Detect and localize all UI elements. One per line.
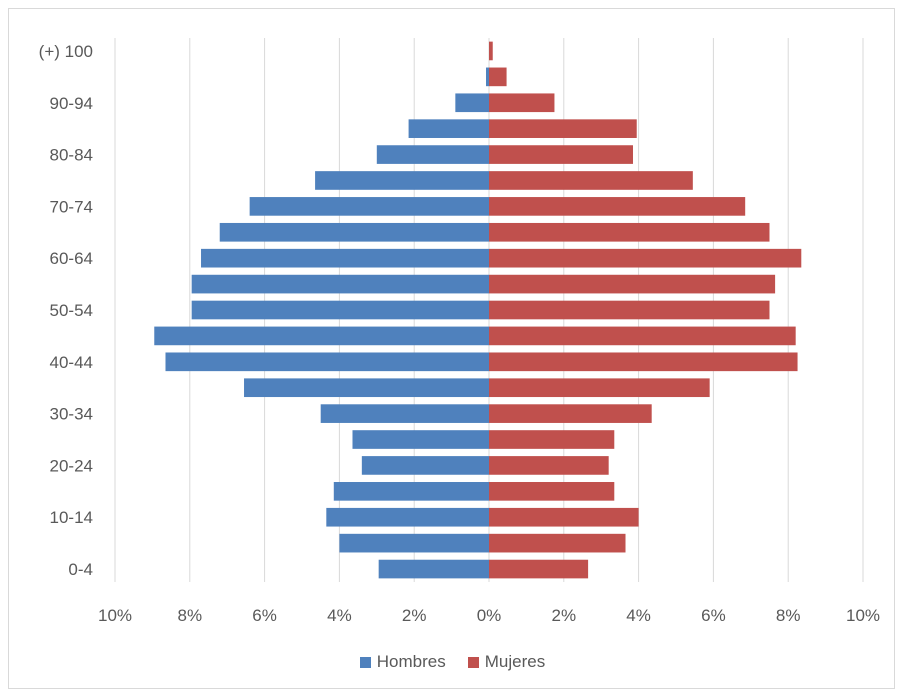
x-tick-label: 6%: [252, 606, 277, 625]
x-tick-label: 6%: [701, 606, 726, 625]
bar-hombres-55-59: [191, 274, 490, 294]
bar-hombres-10-14: [326, 507, 489, 527]
y-tick-labels: 0-4 10-14 20-24 30-34 40-44 50-54 60-64 70-74 80…: [39, 42, 93, 579]
bar-hombres-80-84: [376, 145, 489, 164]
bar-hombres-40-44: [165, 352, 490, 372]
legend-item-hombres: Hombres: [359, 652, 446, 672]
y-tick-label: 90-94: [50, 94, 93, 113]
bar-hombres-35-39: [244, 378, 489, 398]
bar-mujeres-60-64: [489, 248, 802, 268]
legend-swatch-hombres: [359, 656, 371, 668]
bar-mujeres-5-9: [489, 533, 626, 553]
x-tick-label: 4%: [626, 606, 651, 625]
y-tick-label: (+) 100: [39, 42, 93, 61]
bar-mujeres-65-69: [489, 222, 770, 242]
bars: [154, 41, 802, 579]
x-tick-label: 8%: [178, 606, 203, 625]
bar-hombres-95-99: [486, 67, 489, 87]
x-tick-label: 10%: [98, 606, 132, 625]
bar-hombres-60-64: [201, 248, 489, 268]
bar-hombres-45-49: [154, 326, 489, 346]
bar-mujeres-25-29: [489, 430, 615, 449]
bar-mujeres-80-84: [489, 145, 633, 164]
bar-mujeres-70-74: [489, 197, 746, 216]
bar-hombres-5-9: [339, 533, 489, 553]
bar-mujeres-90-94: [489, 93, 555, 113]
y-tick-label: 10-14: [50, 508, 93, 527]
x-tick-label: 10%: [846, 606, 880, 625]
bar-mujeres-20-24: [489, 456, 609, 475]
bar-hombres-25-29: [352, 430, 489, 449]
y-tick-label: 50-54: [50, 301, 93, 320]
bar-mujeres-40-44: [489, 352, 798, 372]
y-tick-label: 60-64: [50, 249, 93, 268]
bar-mujeres-35-39: [489, 378, 710, 398]
bar-hombres-65-69: [219, 222, 489, 242]
bar-mujeres-85-89: [489, 119, 637, 138]
y-tick-label: 0-4: [68, 560, 93, 579]
legend-item-mujeres: Mujeres: [467, 652, 546, 672]
x-tick-label: 4%: [327, 606, 352, 625]
legend-label-hombres: Hombres: [376, 652, 446, 671]
bar-mujeres-15-19: [489, 482, 615, 501]
legend-label-mujeres: Mujeres: [484, 652, 546, 671]
bar-mujeres-10-14: [489, 507, 639, 527]
y-tick-label: 30-34: [50, 405, 93, 424]
bar-mujeres-95-99: [489, 67, 507, 87]
bar-mujeres-50-54: [489, 300, 770, 320]
bar-hombres-0-4: [378, 559, 489, 579]
legend: Hombres Mujeres: [0, 652, 905, 672]
bar-hombres-85-89: [408, 119, 489, 138]
bar-hombres-20-24: [361, 456, 489, 475]
bar-hombres-50-54: [191, 300, 490, 320]
bar-mujeres-75-79: [489, 171, 693, 190]
x-tick-label: 0%: [477, 606, 502, 625]
y-tick-label: 80-84: [50, 146, 93, 165]
bar-hombres-15-19: [333, 482, 489, 501]
bar-mujeres-45-49: [489, 326, 796, 346]
y-tick-label: 40-44: [50, 353, 93, 372]
bar-hombres-30-34: [320, 404, 489, 423]
bar-mujeres-55-59: [489, 274, 776, 294]
bar-mujeres-30-34: [489, 404, 652, 423]
legend-swatch-mujeres: [467, 656, 479, 668]
y-tick-label: 70-74: [50, 197, 93, 216]
bar-mujeres-(+) 100: [489, 41, 493, 61]
bar-hombres-90-94: [455, 93, 489, 113]
bar-hombres-70-74: [249, 197, 489, 216]
x-tick-label: 8%: [776, 606, 801, 625]
x-tick-label: 2%: [552, 606, 577, 625]
bar-mujeres-0-4: [489, 559, 589, 579]
bar-hombres-75-79: [315, 171, 489, 190]
y-tick-label: 20-24: [50, 456, 93, 475]
x-tick-label: 2%: [402, 606, 427, 625]
x-tick-labels: 10% 8% 6% 4% 2% 0% 2% 4% 6% 8% 10%: [98, 606, 880, 625]
